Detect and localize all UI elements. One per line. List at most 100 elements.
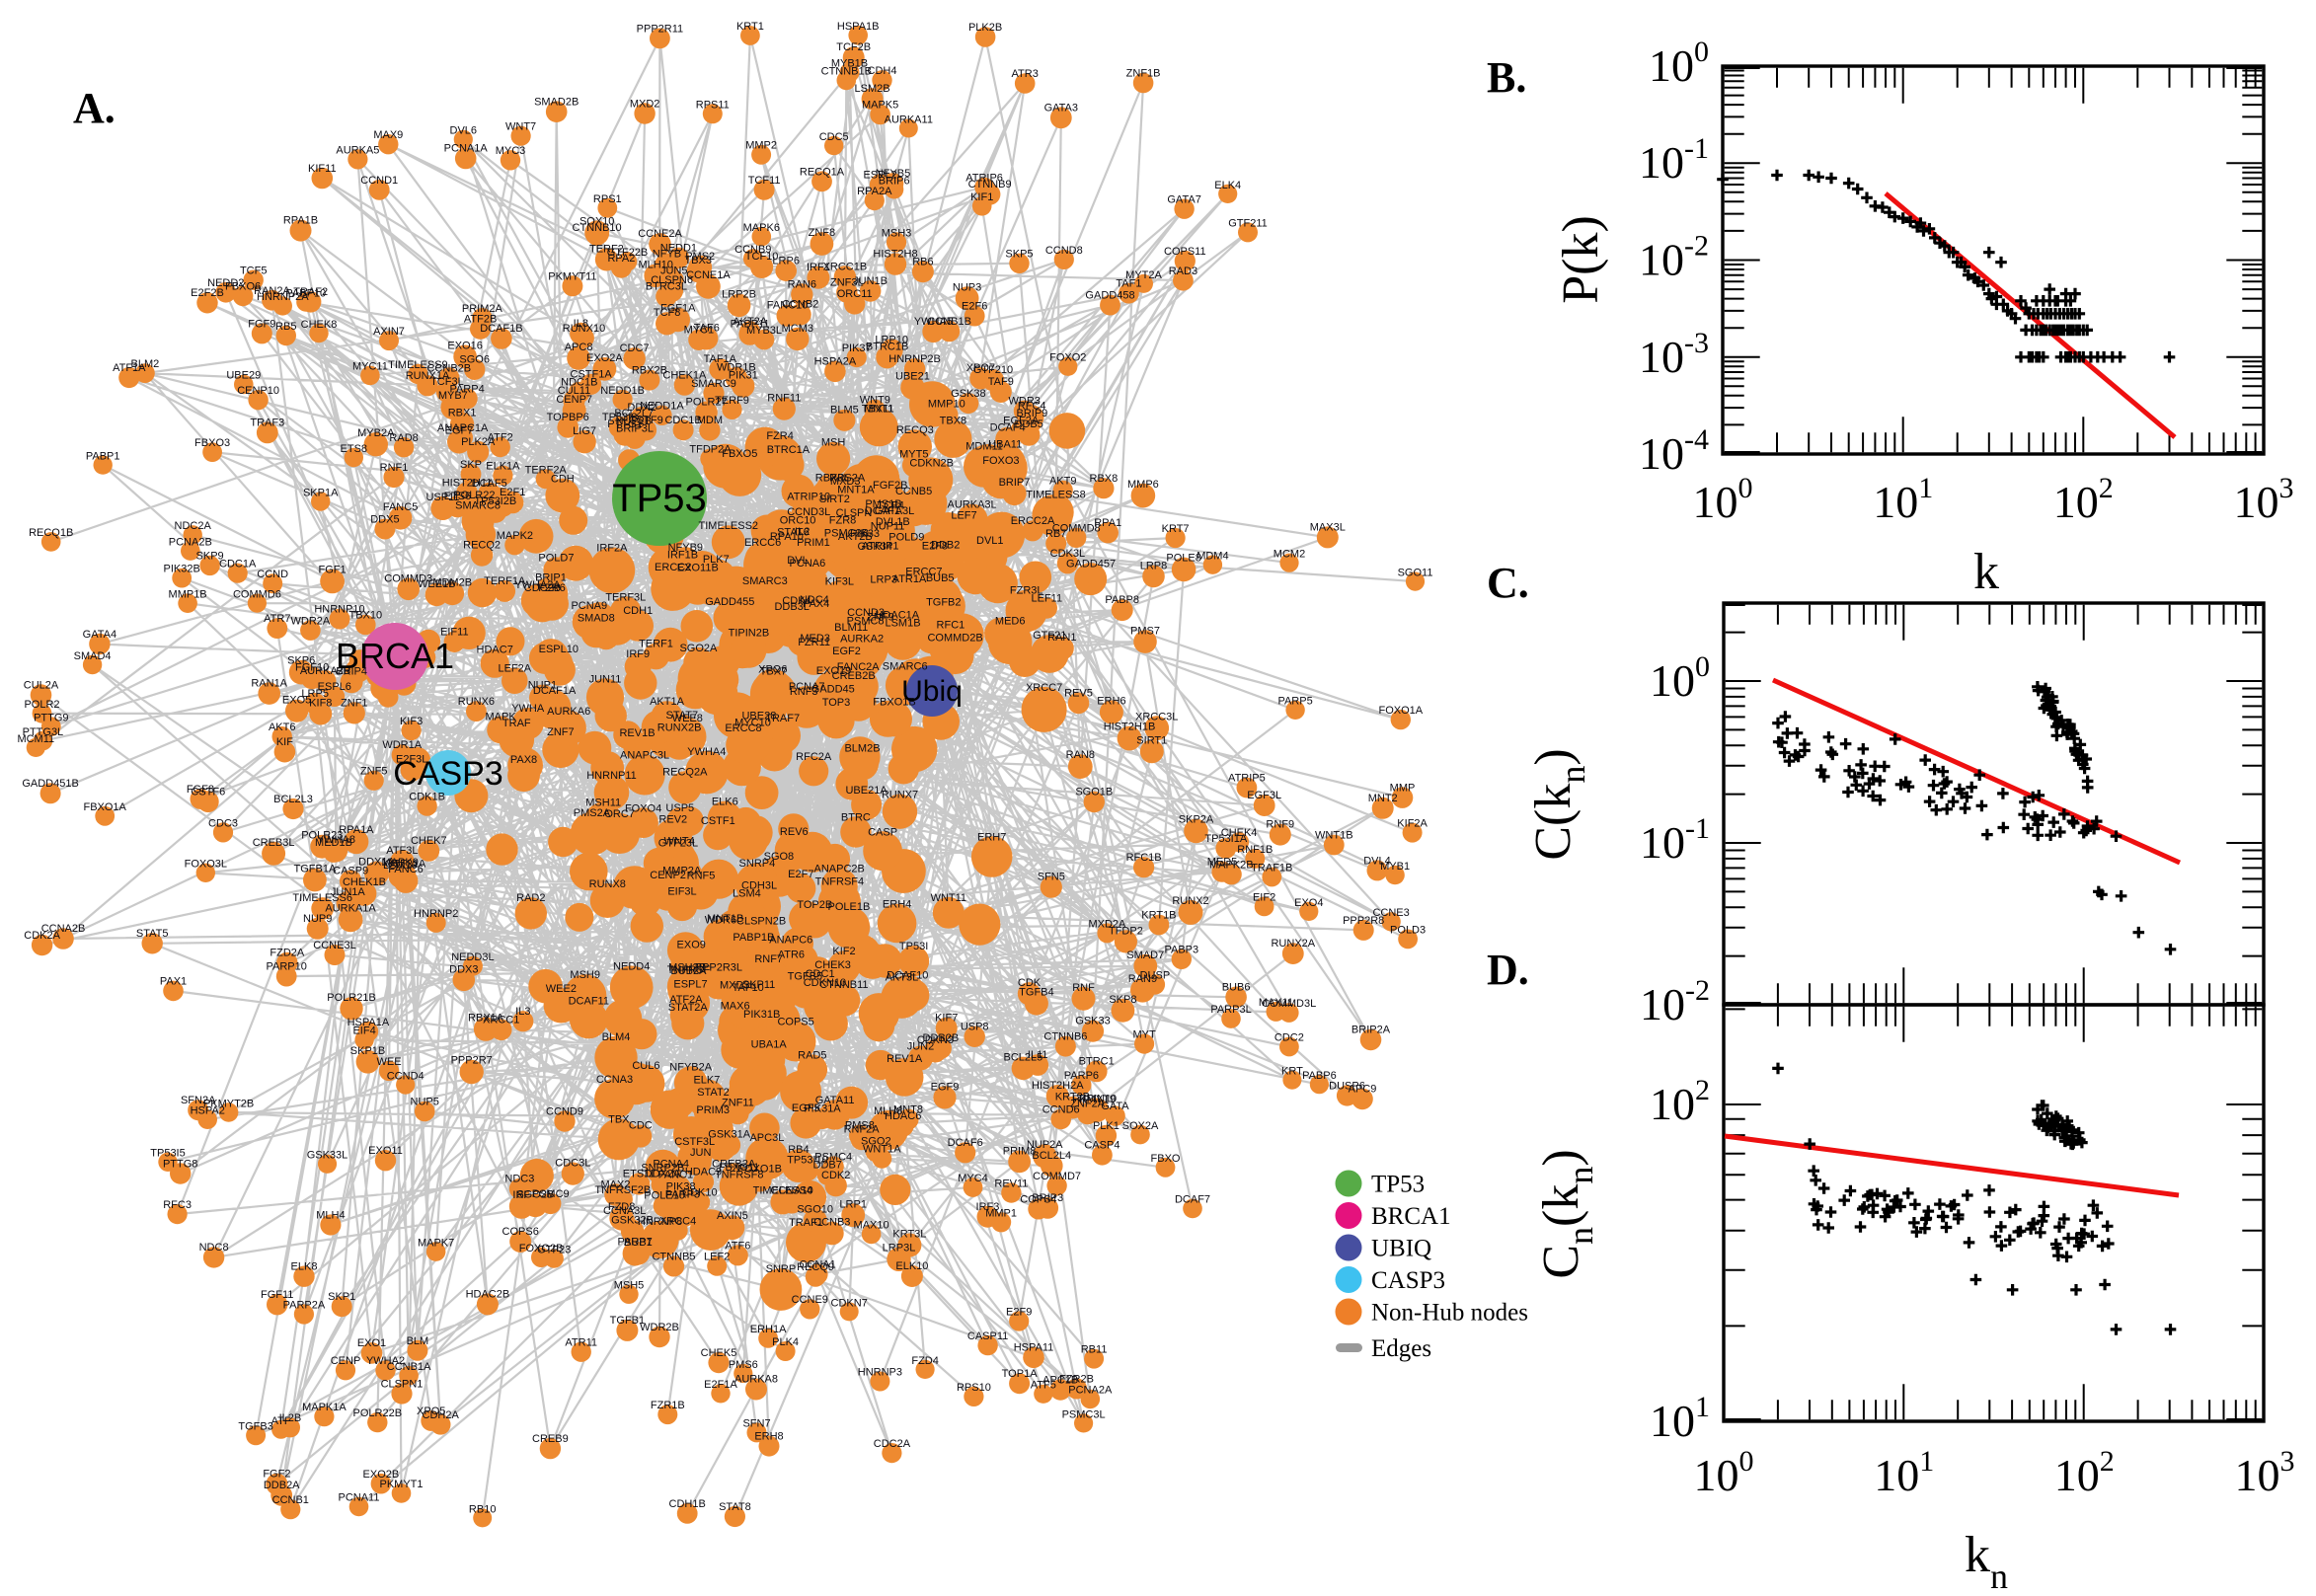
svg-text:RNF7: RNF7 (754, 953, 783, 965)
svg-text:RECQ3: RECQ3 (896, 424, 934, 436)
svg-text:WNT4: WNT4 (664, 836, 695, 848)
svg-text:RBX2B: RBX2B (632, 365, 667, 377)
svg-text:CUL6: CUL6 (632, 1060, 659, 1072)
svg-text:CCNB2: CCNB2 (782, 299, 818, 311)
svg-text:FZD8: FZD8 (608, 1201, 636, 1213)
svg-text:SIRT1: SIRT1 (1136, 734, 1167, 746)
svg-text:PAX8: PAX8 (510, 754, 537, 766)
svg-text:SMARC9: SMARC9 (691, 378, 736, 390)
svg-text:GSK34: GSK34 (857, 541, 891, 553)
svg-text:RAN8: RAN8 (1066, 749, 1095, 761)
svg-text:ATRIP6: ATRIP6 (965, 173, 1003, 185)
svg-text:BCL2L3: BCL2L3 (273, 794, 313, 805)
svg-text:TIMELESS2: TIMELESS2 (699, 520, 759, 532)
svg-text:FGF11: FGF11 (261, 1289, 293, 1301)
svg-text:PSMC9: PSMC9 (532, 1188, 570, 1200)
svg-text:POLR27: POLR27 (685, 397, 727, 409)
svg-text:CREB2A: CREB2A (712, 1158, 756, 1170)
svg-text:HNRNP2B: HNRNP2B (888, 353, 941, 365)
svg-text:CDC7: CDC7 (620, 342, 650, 354)
svg-text:TP53I5: TP53I5 (150, 1148, 185, 1160)
svg-text:CDKN7: CDKN7 (831, 1297, 868, 1309)
svg-text:STAT5: STAT5 (136, 928, 169, 940)
svg-text:E2F3L: E2F3L (396, 754, 427, 766)
svg-text:SNRP: SNRP (766, 1263, 797, 1275)
svg-text:REV2: REV2 (658, 814, 687, 826)
svg-text:DDB2B: DDB2B (923, 1032, 960, 1044)
svg-text:TRAF3: TRAF3 (250, 418, 284, 429)
svg-text:CDKN2B: CDKN2B (909, 457, 954, 469)
svg-text:BUB5: BUB5 (926, 572, 955, 584)
svg-text:MAPK9: MAPK9 (382, 857, 419, 869)
svg-text:BLM5: BLM5 (830, 405, 859, 417)
svg-text:RECQ1B: RECQ1B (29, 527, 73, 539)
svg-text:LRP10: LRP10 (875, 334, 908, 345)
svg-text:MAPK: MAPK (486, 712, 517, 723)
svg-text:GTF22B: GTF22B (607, 247, 649, 259)
svg-text:NDC4: NDC4 (800, 594, 829, 606)
svg-text:TRAF: TRAF (502, 718, 531, 729)
svg-text:YWHA4: YWHA4 (687, 746, 726, 758)
svg-text:NFYB5: NFYB5 (876, 168, 910, 180)
svg-text:WDR2B: WDR2B (640, 1322, 679, 1333)
svg-text:NEDD3L: NEDD3L (451, 951, 494, 963)
svg-text:RUNX2B: RUNX2B (657, 722, 702, 734)
svg-text:ATF: ATF (271, 1415, 291, 1427)
svg-text:RNF11: RNF11 (767, 393, 801, 405)
svg-text:IL11: IL11 (1028, 1049, 1048, 1061)
svg-text:PRIM1: PRIM1 (797, 537, 830, 549)
svg-text:NDC3: NDC3 (504, 1174, 534, 1185)
svg-text:PLK7: PLK7 (703, 554, 730, 566)
svg-text:TGFB4: TGFB4 (1019, 987, 1053, 999)
svg-text:KRT: KRT (1281, 1066, 1303, 1078)
svg-text:TBX3: TBX3 (684, 255, 712, 266)
svg-text:BRIP1: BRIP1 (535, 572, 567, 584)
svg-text:TGFB3: TGFB3 (238, 1420, 272, 1432)
svg-text:IRF: IRF (512, 1189, 530, 1201)
svg-text:CDC: CDC (629, 1120, 653, 1132)
svg-text:MNT1: MNT1 (864, 403, 893, 415)
svg-text:FZR1B: FZR1B (651, 1400, 685, 1411)
svg-text:MXD2: MXD2 (630, 98, 660, 110)
svg-text:RNF: RNF (1072, 982, 1095, 994)
svg-text:MAX9: MAX9 (373, 129, 403, 141)
svg-text:JUN11: JUN11 (589, 673, 622, 685)
svg-text:POLR22B: POLR22B (353, 1407, 403, 1419)
svg-text:MXD3: MXD3 (830, 476, 861, 488)
svg-text:RNF2A: RNF2A (844, 1123, 881, 1135)
svg-text:TBX7: TBX7 (760, 665, 788, 677)
svg-text:IRF9: IRF9 (626, 648, 650, 660)
svg-text:ERCC2: ERCC2 (655, 562, 691, 573)
svg-text:EXO1: EXO1 (357, 1337, 386, 1349)
svg-text:HNRNP3: HNRNP3 (858, 1367, 902, 1379)
svg-text:CCND1: CCND1 (360, 175, 398, 187)
svg-text:DDB3L: DDB3L (774, 601, 809, 613)
svg-text:YWHA2A: YWHA2A (514, 579, 561, 591)
svg-text:ATF6: ATF6 (725, 1241, 750, 1253)
svg-text:EXO2B: EXO2B (363, 1469, 400, 1481)
svg-text:NUP2A: NUP2A (1027, 1139, 1063, 1151)
svg-text:NUP11: NUP11 (871, 520, 905, 532)
svg-text:ELK8: ELK8 (291, 1261, 318, 1273)
svg-text:AKT3L: AKT3L (886, 972, 919, 984)
svg-text:PTTG1: PTTG1 (607, 418, 642, 430)
svg-text:FZR6: FZR6 (538, 582, 566, 594)
svg-text:TNFRSF4: TNFRSF4 (815, 875, 865, 887)
svg-text:RPS11: RPS11 (696, 99, 730, 111)
svg-text:CSTF1A: CSTF1A (571, 369, 613, 381)
svg-text:EGF5: EGF5 (792, 1102, 820, 1114)
svg-text:TOP1A: TOP1A (1002, 1368, 1039, 1380)
svg-text:TGFB2: TGFB2 (926, 597, 961, 609)
svg-text:FANC1: FANC1 (658, 1170, 693, 1181)
svg-text:MNT1B: MNT1B (707, 913, 743, 925)
svg-text:ATF2: ATF2 (488, 432, 513, 444)
svg-text:HNRNP10: HNRNP10 (314, 604, 364, 616)
svg-text:MYT2A: MYT2A (1125, 269, 1162, 281)
svg-text:PLK4: PLK4 (772, 1336, 799, 1348)
svg-text:RB7: RB7 (1045, 528, 1066, 540)
svg-text:SKP1A: SKP1A (303, 487, 339, 498)
svg-text:PKMYT2B: PKMYT2B (203, 1098, 254, 1109)
svg-text:USP11: USP11 (425, 492, 459, 503)
svg-text:BUB1: BUB1 (624, 1237, 653, 1249)
svg-text:ZNF1B: ZNF1B (1126, 68, 1161, 80)
